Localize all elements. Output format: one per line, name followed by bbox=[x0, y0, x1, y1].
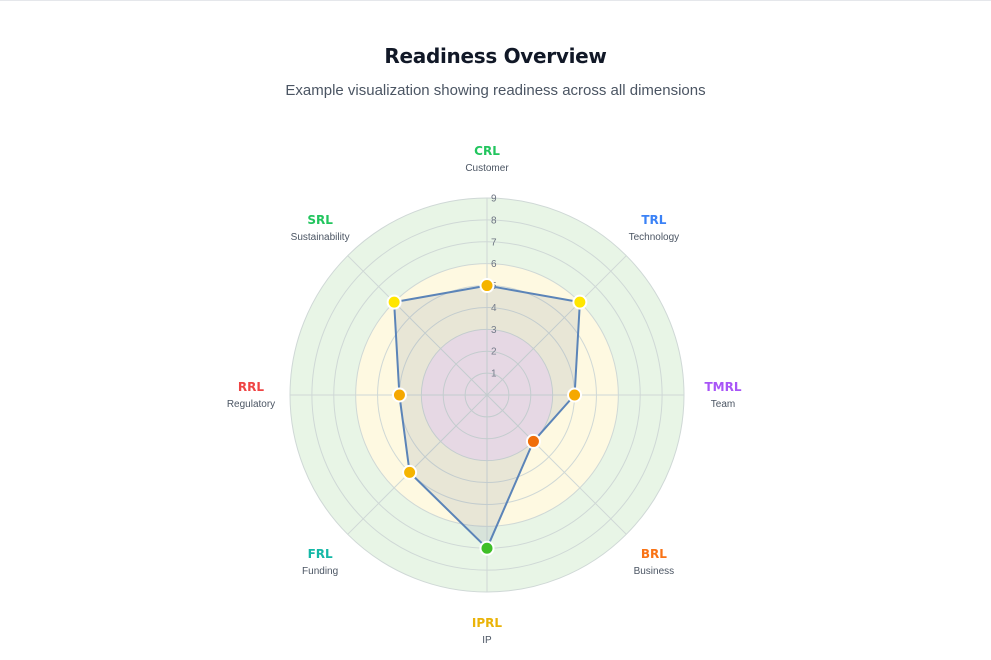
axis-code-iprl: IPRL bbox=[472, 616, 503, 630]
data-point-frl bbox=[402, 464, 418, 480]
tick-label: 8 bbox=[491, 215, 497, 226]
data-point-srl bbox=[386, 294, 402, 310]
data-point-iprl bbox=[479, 540, 495, 556]
grid-spoke bbox=[347, 394, 488, 535]
axis-name-rrl: Regulatory bbox=[227, 399, 275, 410]
axis-name-tmrl: Team bbox=[711, 399, 735, 410]
tick-label: 2 bbox=[491, 347, 497, 358]
tick-label: 9 bbox=[491, 194, 497, 205]
axis-name-frl: Funding bbox=[302, 566, 338, 577]
tick-label: 1 bbox=[491, 369, 497, 380]
axis-name-crl: Customer bbox=[465, 163, 509, 174]
tick-label: 4 bbox=[491, 303, 497, 314]
grid-spoke bbox=[347, 255, 488, 396]
tick-label: 6 bbox=[491, 259, 497, 270]
axis-code-rrl: RRL bbox=[238, 380, 264, 394]
axis-code-tmrl: TMRL bbox=[704, 380, 741, 394]
tick-label: 3 bbox=[491, 325, 497, 336]
axis-name-brl: Business bbox=[634, 566, 675, 577]
grid-spoke bbox=[486, 255, 627, 396]
axis-code-trl: TRL bbox=[641, 213, 666, 227]
axis-code-crl: CRL bbox=[474, 144, 500, 158]
data-point-brl bbox=[525, 433, 541, 449]
chart-subtitle: Example visualization showing readiness … bbox=[285, 82, 706, 99]
grid-spoke bbox=[486, 394, 627, 535]
axis-name-iprl: IP bbox=[482, 635, 492, 646]
top-divider bbox=[0, 0, 991, 1]
axis-name-trl: Technology bbox=[629, 232, 680, 243]
axis-code-frl: FRL bbox=[308, 547, 333, 561]
data-point-tmrl bbox=[567, 387, 583, 403]
data-point-rrl bbox=[391, 387, 407, 403]
tick-label: 7 bbox=[491, 237, 497, 248]
axis-code-srl: SRL bbox=[307, 213, 333, 227]
axis-name-srl: Sustainability bbox=[291, 232, 350, 243]
data-point-crl bbox=[479, 278, 495, 294]
data-point-trl bbox=[572, 294, 588, 310]
chart-title: Readiness Overview bbox=[384, 44, 607, 68]
axis-code-brl: BRL bbox=[641, 547, 667, 561]
